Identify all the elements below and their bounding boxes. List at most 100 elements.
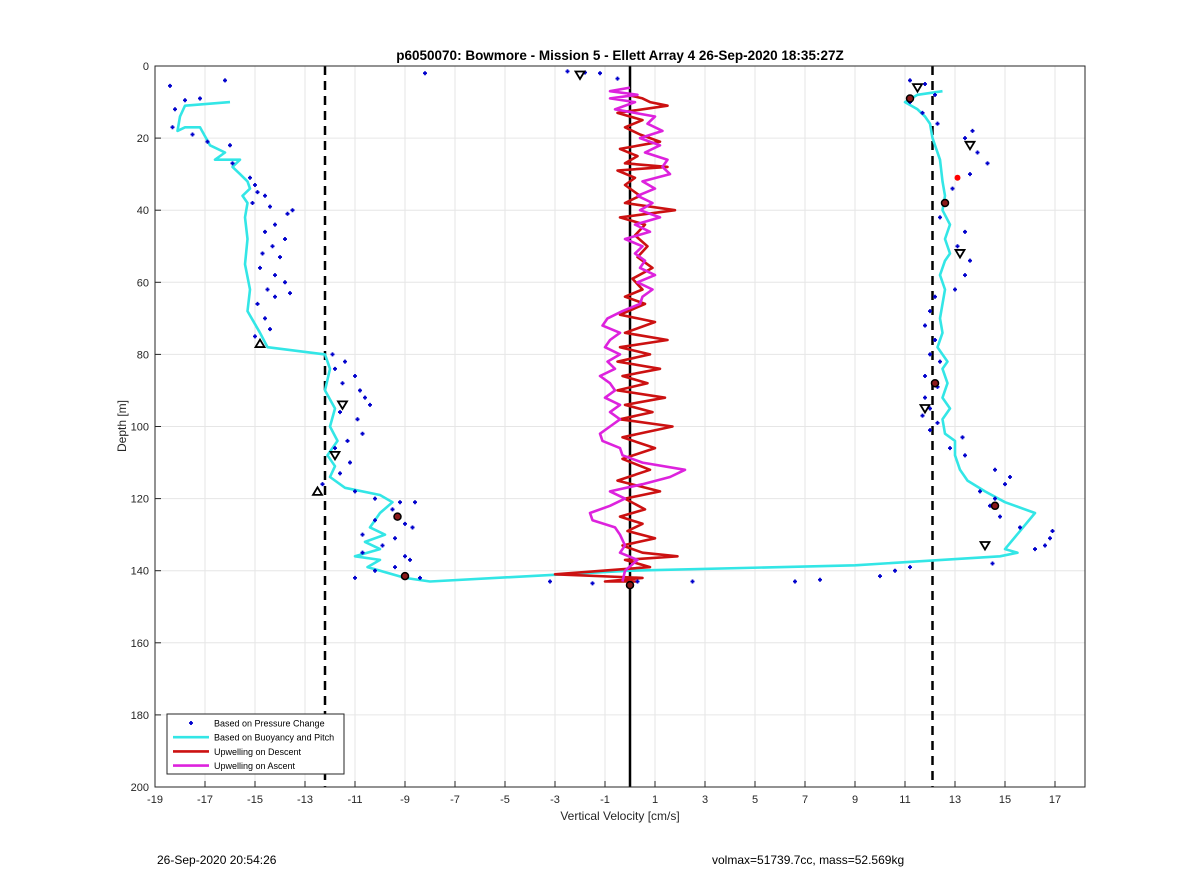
y-tick-label: 140 (131, 566, 149, 578)
pressure-point (928, 352, 932, 357)
pressure-point (205, 139, 210, 144)
x-tick-label: 11 (899, 794, 910, 806)
pressure-point (265, 287, 270, 292)
pressure-point (1018, 525, 1022, 530)
pressure-point (908, 565, 912, 570)
series-line-upwelling-on-ascent (588, 86, 687, 582)
pressure-point (410, 525, 415, 530)
pressure-point (950, 186, 955, 191)
pressure-point (360, 532, 365, 537)
pressure-point (283, 280, 287, 285)
pressure-point (963, 136, 967, 141)
pressure-point (330, 352, 335, 357)
pressure-point (360, 550, 365, 555)
pressure-point (990, 561, 995, 566)
circle-marker (990, 501, 1000, 511)
pressure-point (893, 568, 897, 573)
pressure-point (408, 557, 412, 562)
pressure-point (418, 575, 422, 580)
pressure-point (960, 435, 965, 440)
pressure-point (373, 518, 377, 523)
pressure-point (963, 229, 967, 234)
pressure-point (923, 395, 927, 400)
pressure-point (355, 417, 360, 422)
pressure-point (393, 536, 397, 541)
legend-label: Based on Buoyancy and Pitch (214, 733, 334, 743)
plot-area: -19 -17 -15 -13 -11 -9 -7 -5 -3 -1 1 3 5 7 9 11 13 15 1702… (131, 61, 1086, 806)
pressure-point (333, 446, 337, 451)
pressure-point (938, 359, 942, 364)
pressure-point (343, 359, 347, 364)
y-tick-label: 100 (131, 422, 149, 434)
pressure-point (978, 489, 982, 494)
y-tick-label: 40 (137, 205, 149, 217)
pressure-point (353, 489, 357, 494)
pressure-point (565, 69, 570, 74)
pressure-point (963, 453, 967, 458)
pressure-point (170, 125, 175, 130)
pressure-point (288, 291, 292, 296)
x-tick-label: 9 (852, 794, 858, 806)
pressure-point (390, 507, 395, 512)
pressure-point (273, 294, 277, 299)
pressure-point (250, 200, 255, 205)
marker-layer (253, 70, 1000, 590)
pressure-point (1003, 482, 1007, 487)
pressure-point (948, 446, 952, 451)
pressure-point (968, 172, 972, 177)
x-tick-label: 15 (999, 794, 1011, 806)
pressure-point (1008, 474, 1012, 479)
pressure-point (968, 258, 972, 263)
pressure-point (963, 273, 967, 278)
y-tick-label: 60 (137, 277, 149, 289)
pressure-point (908, 78, 912, 83)
triangle-down-marker (328, 450, 342, 462)
x-tick-label: -17 (197, 794, 213, 806)
pressure-point (253, 182, 257, 187)
triangle-down-marker (918, 404, 932, 415)
pressure-point (268, 327, 272, 332)
x-tick-label: -9 (400, 794, 410, 806)
pressure-point (975, 150, 980, 155)
pressure-point (360, 431, 365, 436)
pressure-point (933, 294, 937, 299)
y-tick-label: 180 (131, 710, 149, 722)
pressure-point (920, 110, 925, 115)
x-tick-label: -11 (347, 794, 362, 806)
x-tick-label: 3 (702, 794, 708, 806)
pressure-point (920, 413, 925, 418)
pressure-point (273, 222, 277, 227)
chart-title: p6050070: Bowmore - Mission 5 - Ellett A… (396, 48, 843, 63)
triangle-down-marker (911, 83, 924, 94)
pressure-point (398, 500, 402, 505)
pressure-point (1050, 529, 1055, 534)
red-dot-marker (954, 174, 961, 181)
pressure-point (223, 78, 227, 83)
x-tick-label: -19 (147, 794, 163, 806)
series-layer (168, 69, 1055, 586)
y-tick-label: 200 (131, 782, 149, 794)
pressure-point (173, 107, 177, 112)
pressure-point (248, 175, 252, 180)
pressure-point (198, 96, 202, 101)
reference-lines (323, 66, 934, 787)
pressure-point (1043, 543, 1047, 548)
pressure-point (348, 460, 352, 465)
pressure-point (273, 273, 277, 278)
pressure-point (278, 255, 282, 260)
triangle-up-marker (253, 337, 267, 348)
pressure-point (363, 395, 367, 400)
triangle-down-marker (573, 70, 587, 81)
pressure-point (258, 265, 262, 270)
pressure-point (263, 229, 267, 234)
triangle-down-marker (336, 400, 349, 411)
pressure-point (1048, 536, 1052, 541)
pressure-point (263, 316, 267, 321)
x-tick-label: 5 (752, 794, 758, 806)
pressure-point (548, 579, 552, 584)
pressure-point (598, 71, 602, 76)
pressure-point (878, 574, 882, 579)
pressure-point (923, 323, 927, 328)
legend-box (166, 713, 345, 775)
